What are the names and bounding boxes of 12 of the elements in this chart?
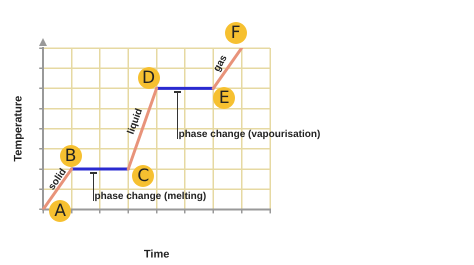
annotation: D [138,67,160,90]
y-axis-title: Temperature [12,96,25,162]
annotation: B [60,145,82,168]
annotation: liquid [126,106,146,136]
annotation: phase change (vapourisation) [178,128,320,140]
annotation: A [49,200,72,222]
annotation: gas [212,52,230,74]
x-axis-title: Time [144,248,170,260]
annotation: phase change (melting) [94,190,206,202]
text: F [224,22,247,44]
annotation: C [132,165,154,188]
annotation: E [213,87,236,110]
